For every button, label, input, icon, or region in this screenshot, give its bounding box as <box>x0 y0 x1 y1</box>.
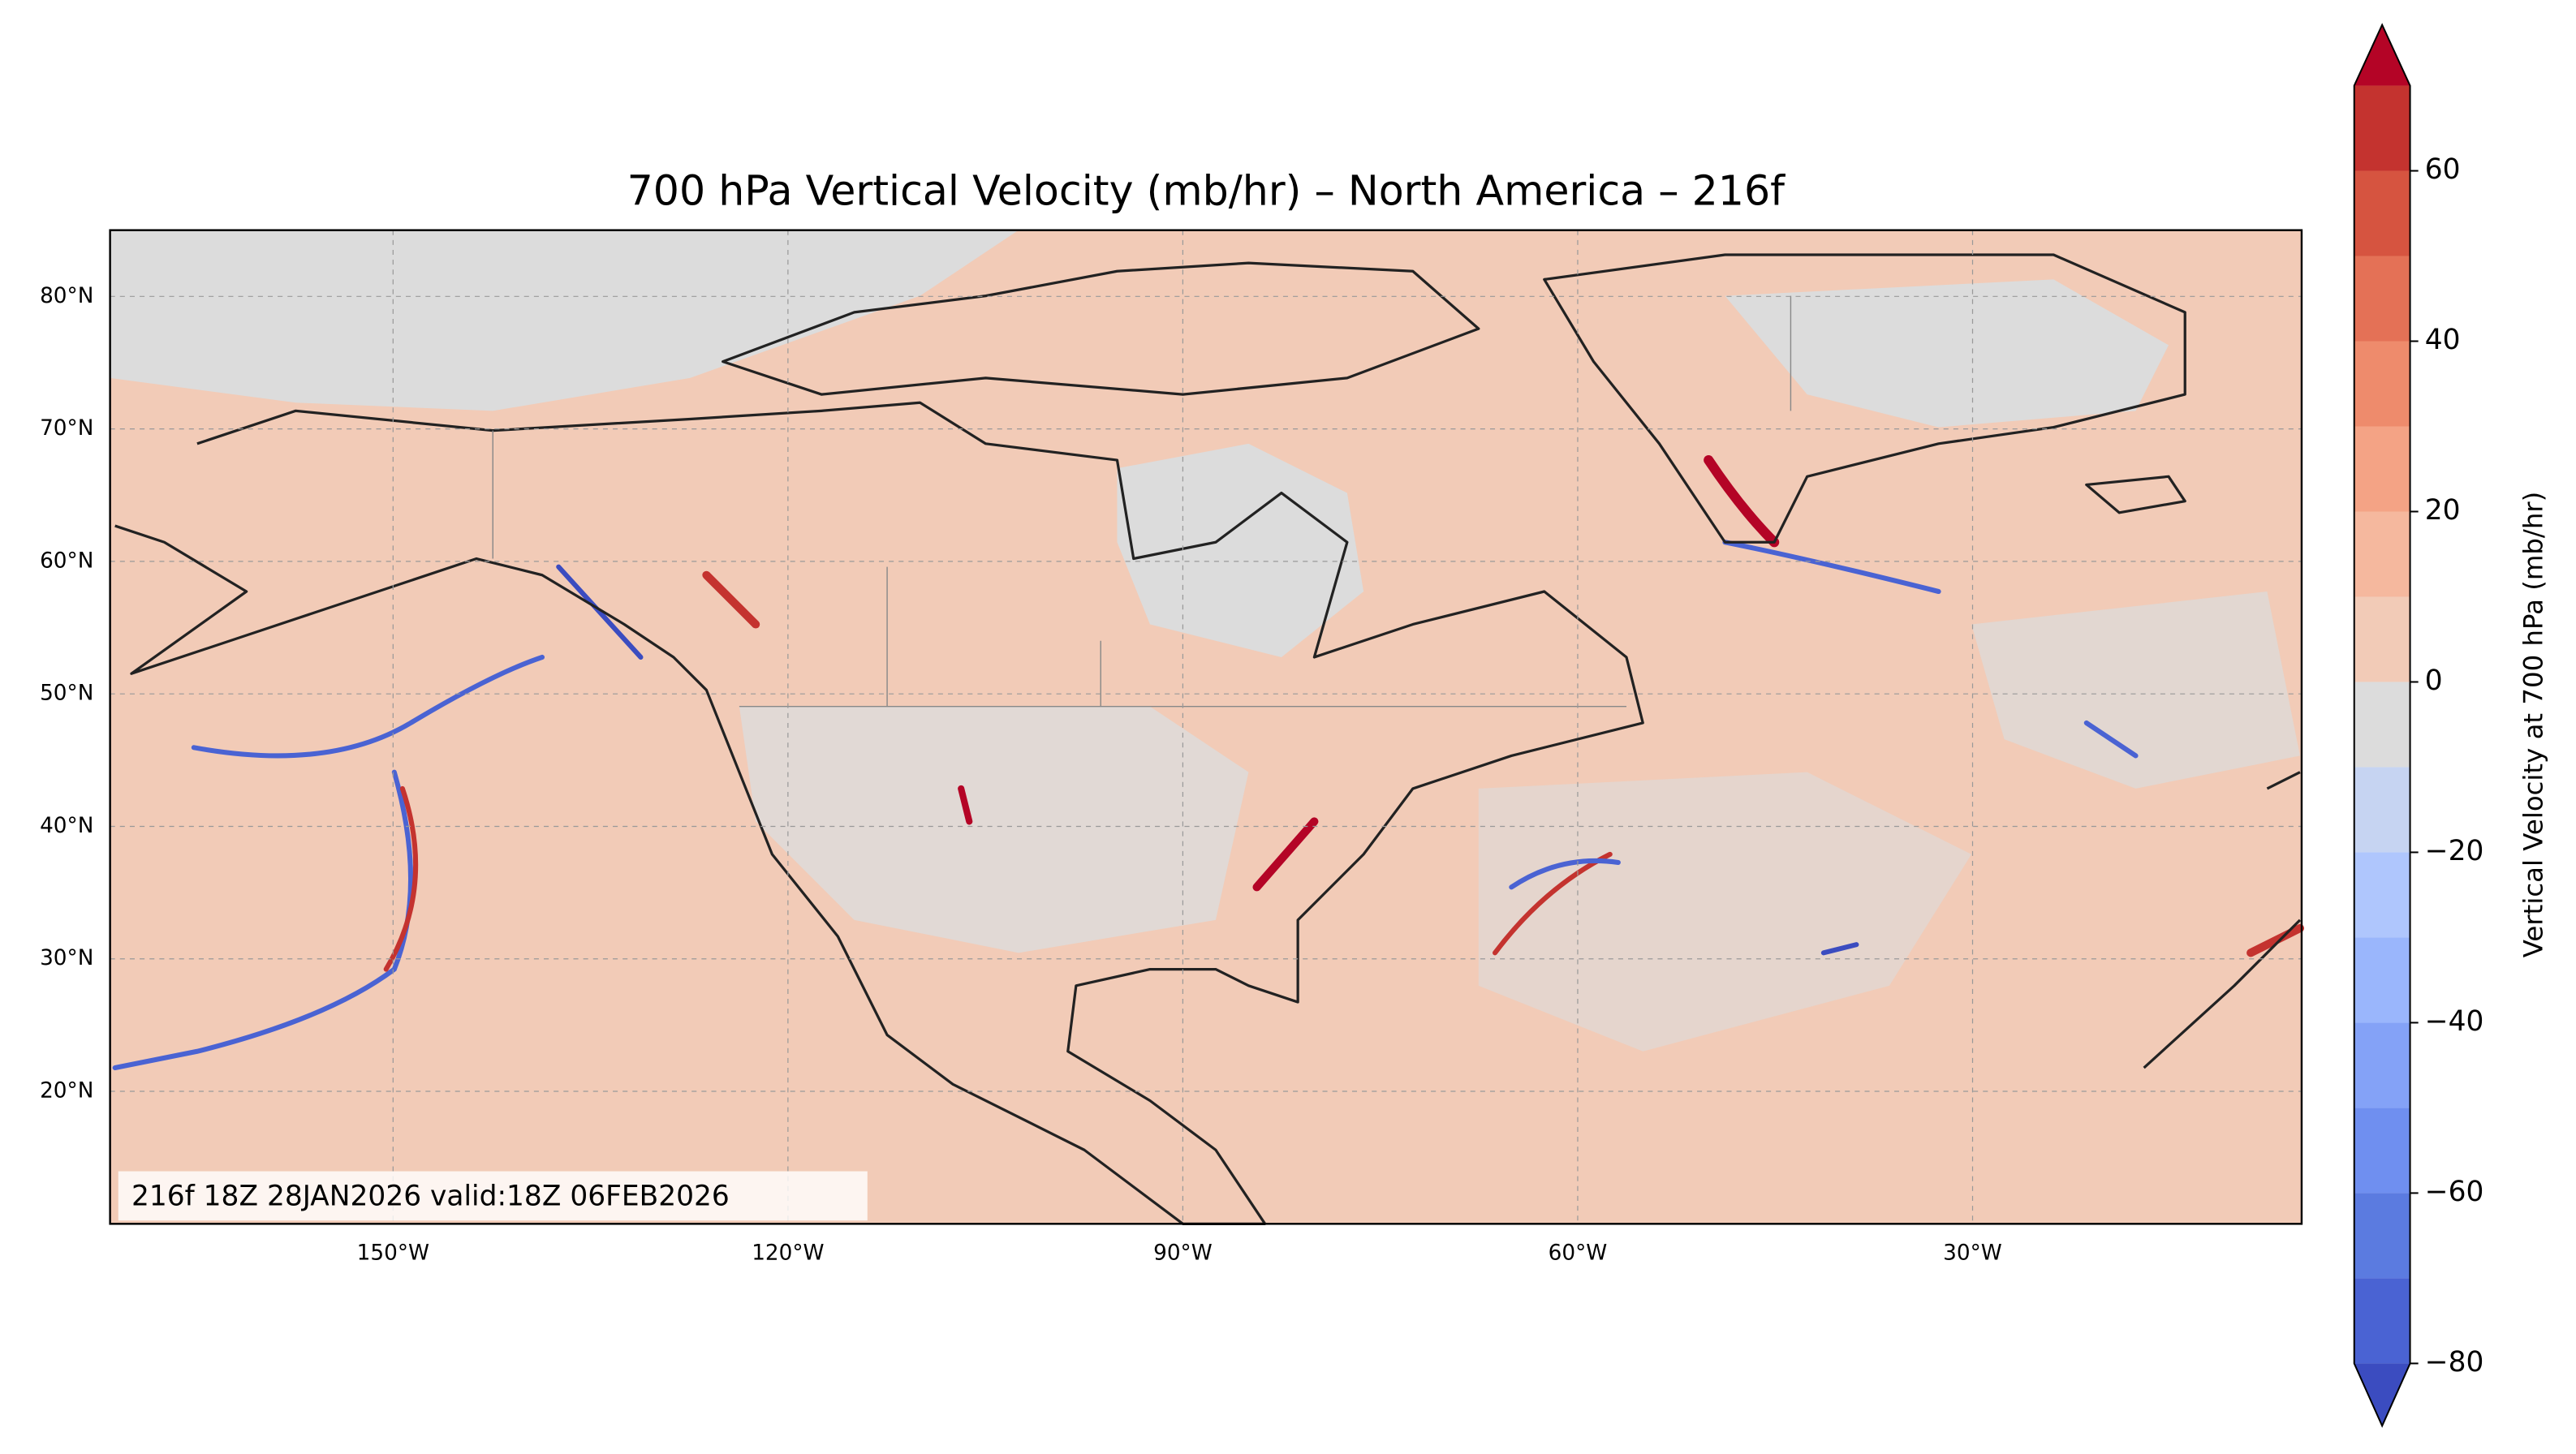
y-tick-label: 70°N <box>40 416 93 441</box>
annotation-box <box>118 1171 868 1221</box>
colorbar-bin <box>2354 1193 2410 1279</box>
x-tick-label: 30°W <box>1943 1241 2002 1265</box>
colorbar-bin <box>2354 1022 2410 1108</box>
y-tick-label: 80°N <box>40 284 93 308</box>
colorbar-tick-label: 60 <box>2425 153 2461 186</box>
map-title: 700 hPa Vertical Velocity (mb/hr) – Nort… <box>627 167 1786 215</box>
colorbar-bin <box>2354 85 2410 171</box>
colorbar-bin <box>2354 170 2410 256</box>
colorbar-bin <box>2354 596 2410 682</box>
colorbar-bin <box>2354 256 2410 342</box>
velocity-streaks <box>112 454 2304 1071</box>
y-tick-label: 30°N <box>40 946 93 970</box>
colorbar-bin <box>2354 511 2410 597</box>
colorbar-bin <box>2354 1278 2410 1364</box>
colorbar-bin <box>2354 341 2410 427</box>
colorbar-tick-label: 0 <box>2425 665 2443 697</box>
colorbar-extend-over <box>2354 24 2410 86</box>
y-tick-label: 50°N <box>40 682 93 706</box>
y-tick-label: 40°N <box>40 814 93 838</box>
colorbar-tick-label: 40 <box>2425 324 2461 356</box>
colorbar-label: Vertical Velocity at 700 hPa (mb/hr) <box>2518 492 2548 957</box>
y-tick-label: 60°N <box>40 548 93 573</box>
colorbar: −80 −60 −40 −20 0 20 40 60 <box>2353 23 2484 1428</box>
y-tick-label: 20°N <box>40 1079 93 1103</box>
colorbar-tick-label: −20 <box>2425 835 2484 867</box>
colorbar-bin <box>2354 852 2410 938</box>
x-tick-label: 60°W <box>1549 1241 1608 1265</box>
colorbar-tick-label: −40 <box>2425 1005 2484 1038</box>
x-tick-label: 120°W <box>752 1241 824 1265</box>
x-tick-label: 150°W <box>357 1241 429 1265</box>
colorbar-extend-under <box>2354 1363 2410 1426</box>
colorbar-bin <box>2354 1108 2410 1194</box>
colorbar-bin <box>2354 682 2410 768</box>
colorbar-tick-label: −80 <box>2425 1346 2484 1379</box>
colorbar-tick-label: 20 <box>2425 494 2461 527</box>
colorbar-bin <box>2354 937 2410 1023</box>
x-tick-label: 90°W <box>1153 1241 1213 1265</box>
graticule <box>110 230 2302 1224</box>
colorbar-bin <box>2354 767 2410 853</box>
valid-time-annotation: 216f 18Z 28JAN2026 valid:18Z 06FEB2026 <box>131 1180 730 1212</box>
map-frame <box>109 229 2303 1225</box>
colorbar-tick-label: −60 <box>2425 1176 2484 1208</box>
colorbar-bin <box>2354 426 2410 512</box>
map-area: 216f 18Z 28JAN2026 valid:18Z 06FEB2026 <box>109 229 2304 1225</box>
neutral-areas <box>110 230 2300 1052</box>
